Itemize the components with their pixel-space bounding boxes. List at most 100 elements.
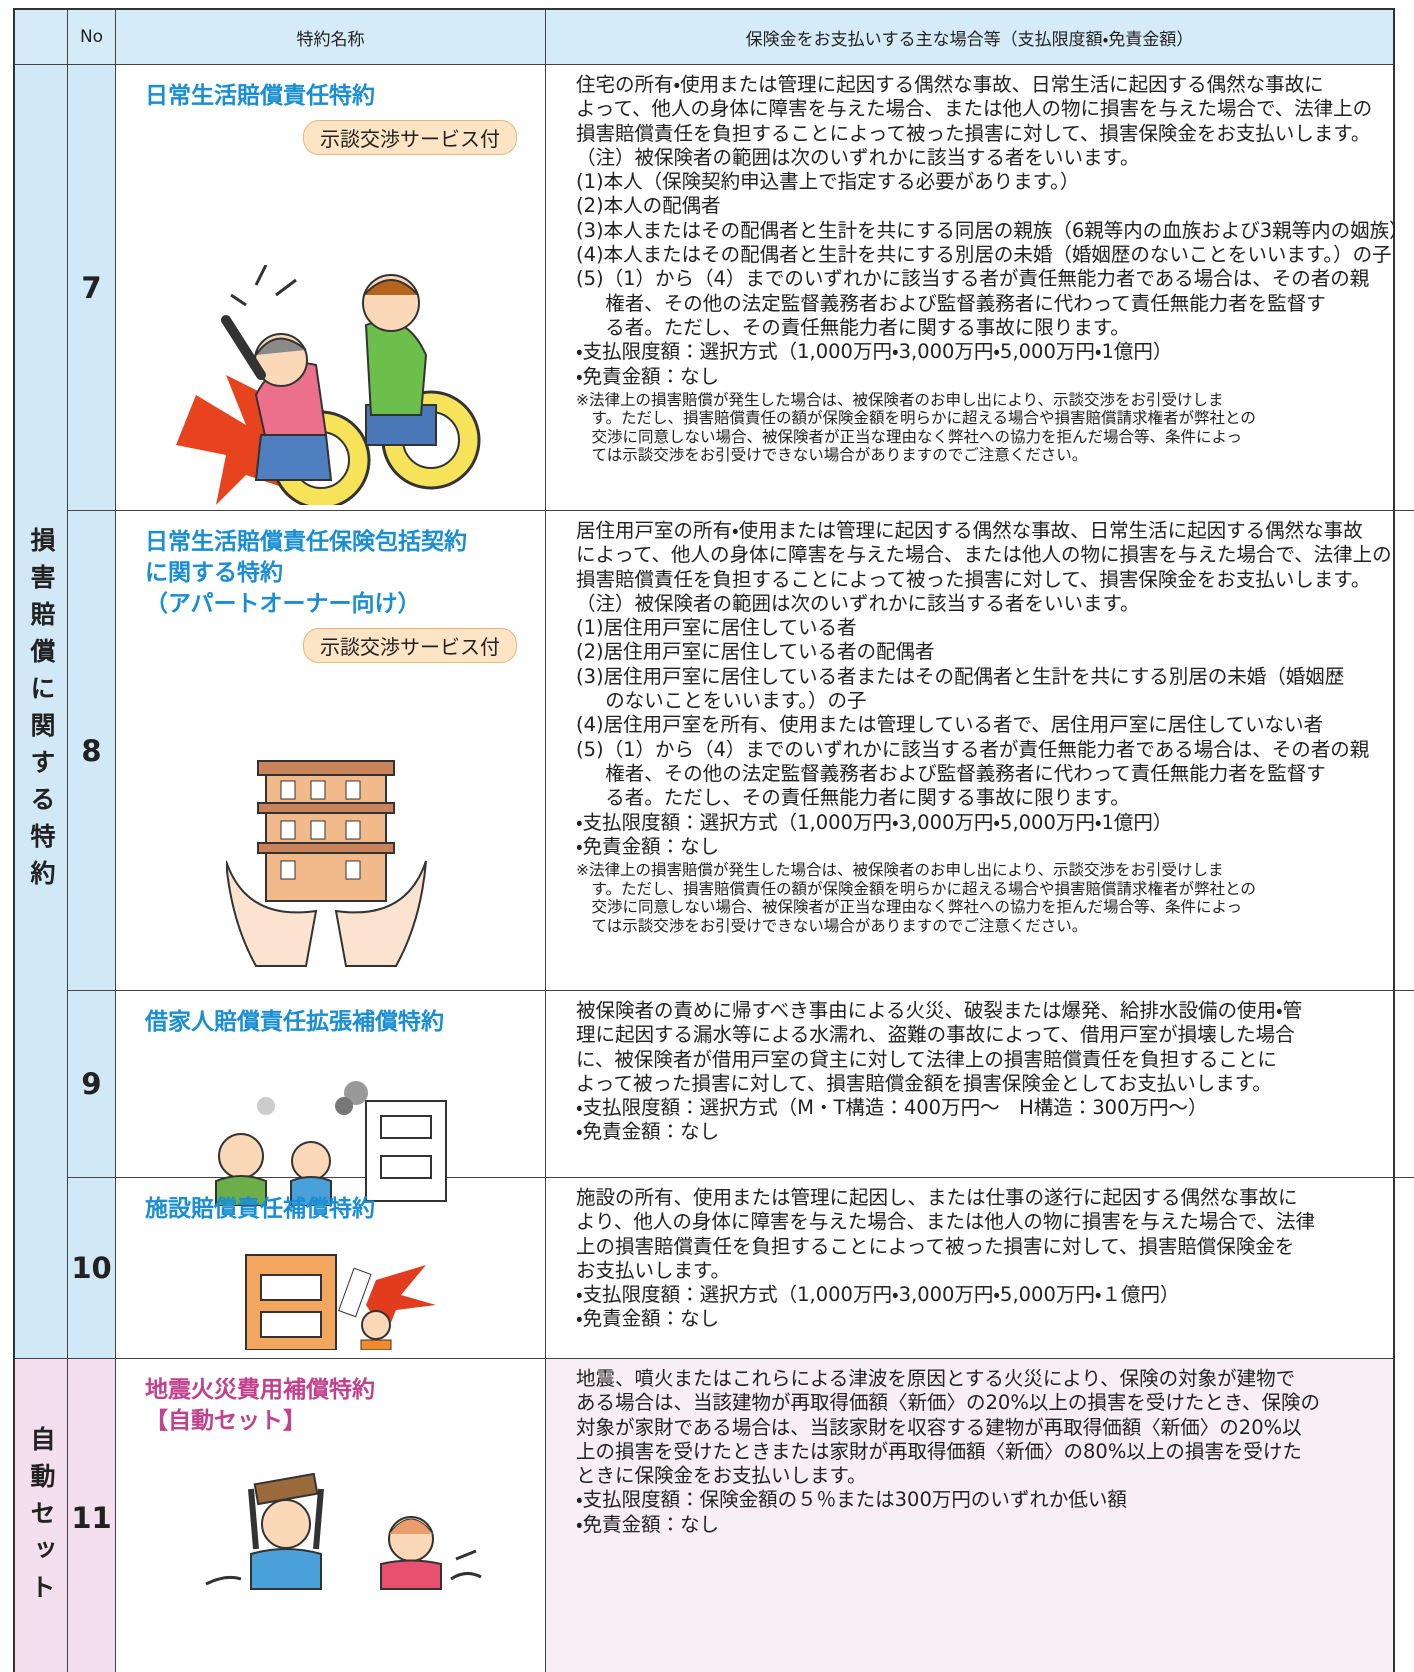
item-line: 権者、その他の法定監督義務者および監督義務者に代わって責任無能力者を監督す: [605, 291, 1326, 315]
description-line: 地震、噴火またはこれらによる津波を原因とする火災により、保険の対象が建物で: [576, 1367, 1296, 1390]
illustration-part: [364, 320, 428, 416]
description-line: 上の損害賠償責任を負担することによって被った損害に対して、損害賠償保険金を: [576, 1234, 1295, 1258]
group: 自動セット 11 地震火災費用補償特約 【自動セット】 地震、噴火またはこれらによる津…: [15, 1359, 1393, 1672]
row-number: 9: [68, 991, 116, 1177]
illustration-part: [361, 1310, 391, 1340]
rider-name-cell: 借家人賠償責任拡張補償特約: [116, 991, 546, 1206]
illustration-part: [254, 434, 333, 481]
item-line: (2)本人の配偶者: [576, 194, 721, 218]
illustration-part: [388, 1518, 434, 1535]
illustration-part: [363, 279, 419, 296]
description-line: より、他人の身体に障害を与えた場合、または他人の物に損害を与えた場合で、法律: [576, 1210, 1316, 1234]
description-item: (1)居住用戸室に居住している者: [576, 616, 1409, 640]
item-line: (1)本人（保険契約申込書上で指定する必要があります。）: [576, 170, 1080, 194]
illustration-part: [310, 820, 326, 840]
header-cell: 特約名称: [116, 10, 546, 64]
description-line: よって被った損害に対して、損害賠償金額を損害保険金としてお支払いします。: [576, 1071, 1272, 1095]
description-line: ときに保険金をお支払いします。: [576, 1464, 867, 1488]
description-item: ・免責金額：なし: [576, 835, 1409, 859]
illustration-part: [255, 337, 307, 356]
badge-wrap: 示談交渉サービス付: [145, 628, 545, 663]
rider-name: （アパートオーナー向け）: [145, 591, 421, 617]
description-line: 損害賠償責任を負担することによって被った損害に対して、損害保険金をお支払いします…: [576, 121, 1371, 145]
description-line: よって、他人の身体に障害を与えた場合、または他人の物に損害を与えた場合で、法律上…: [576, 97, 1373, 121]
description-cell: 被保険者の責めに帰すべき事由による火災、破裂または爆発、給排水設備の使用・管 理に…: [546, 991, 1414, 1177]
description-item: ・支払限度額：選択方式（M・T構造：400万円〜 H構造：300万円〜）: [576, 1096, 1409, 1120]
illustration-part: [290, 1176, 332, 1206]
description-cell: 住宅の所有・使用または管理に起因する偶然な事故、日常生活に起因する偶然な事故によ…: [546, 65, 1414, 510]
description-item: (3)居住用戸室に居住している者またはその配偶者と生計を共にする別居の未婚（婚姻…: [576, 665, 1409, 714]
illustration: [226, 760, 427, 967]
illustration-part: [360, 1339, 392, 1350]
rider-name: 【自動セット】: [145, 1408, 306, 1434]
illustration-part: [280, 820, 296, 840]
item-line: ・免責金額：なし: [576, 1307, 720, 1331]
item-line: ・支払限度額：選択方式（1,000万円・3,000万円・5,000万円・１億円）: [576, 1283, 1180, 1307]
note: ※法律上の損害賠償が発生した場合は、被保険者のお申し出により、示談交渉をお引受け…: [576, 391, 1409, 465]
note-line: す。ただし、損害賠償責任の額が保険金額を明らかに超える場合や損害賠償請求権者が弊…: [591, 409, 1256, 428]
rider-name: 施設賠償責任補償特約: [145, 1196, 375, 1222]
item-line: ・免責金額：なし: [576, 364, 720, 388]
illustration-part: [380, 1559, 442, 1590]
description-line: 上の損害を受けたときまたは家財が再取得価額〈新価〉の80%以上の損害を受けた: [576, 1439, 1302, 1463]
row-number: 11: [68, 1359, 116, 1672]
row-number: 10: [68, 1178, 116, 1358]
illustration-part: [280, 860, 296, 880]
service-badge: 示談交渉サービス付: [303, 120, 517, 155]
illustration-part: [221, 315, 266, 380]
table-row: 11 地震火災費用補償特約 【自動セット】 地震、噴火またはこれらによる津波を原因と…: [68, 1359, 1393, 1672]
note-line: ては示談交渉をお引受けできない場合がありますのでご注意ください。: [591, 916, 1088, 935]
illustration: [176, 265, 481, 505]
table-row: 9 借家人賠償責任拡張補償特約 被保険者の責めに帰すべき事由による火災、破裂または…: [68, 991, 1414, 1206]
description-line: 損害賠償責任を負担することによって被った損害に対して、損害保険金をお支払いします…: [576, 567, 1371, 591]
description-item: ・支払限度額：保険金額の５％または300万円のいずれか低い額: [576, 1488, 1383, 1512]
description-line: に、被保険者が借用戸室の貸主に対して法律上の損害賠償責任を負担することに: [576, 1047, 1277, 1071]
note-line: 交渉に同意しない場合、被保険者が正当な理由なく弊社への協力を拒んだ場合等、条件に…: [591, 427, 1243, 446]
item-line: る者。ただし、その責任無能力者に関する事故に限ります。: [605, 315, 1130, 339]
table: No 特約名称 保険金をお支払いする主な場合等（支払限度額・免責金額） 損害賠償…: [13, 8, 1414, 1672]
illustration-part: [257, 842, 395, 854]
item-line: （注）被保険者の範囲は次のいずれかに該当する者をいいます。: [576, 145, 1140, 169]
illustration-part: [257, 802, 395, 814]
note-line: す。ただし、損害賠償責任の額が保険金額を明らかに超える場合や損害賠償請求権者が弊…: [591, 879, 1256, 898]
description-item: ・支払限度額：選択方式（1,000万円・3,000万円・5,000万円・1億円）: [576, 811, 1409, 835]
illustration-part: [380, 1155, 432, 1179]
item-line: ・免責金額：なし: [576, 1120, 720, 1144]
note-line: ※法律上の損害賠償が発生した場合は、被保険者のお申し出により、示談交渉をお引受け…: [576, 861, 1224, 880]
description-line: 居住用戸室の所有・使用または管理に起因する偶然な事故、日常生活に起因する偶然な事…: [576, 519, 1363, 542]
group-rows: 11 地震火災費用補償特約 【自動セット】 地震、噴火またはこれらによる津波を原因と…: [68, 1359, 1393, 1672]
illustration-part: [338, 1267, 372, 1318]
table-row: 10 施設賠償責任補償特約 施設の所有、使用または管理に起因し、または仕事の遂行に…: [68, 1178, 1414, 1358]
illustration-part: [344, 1081, 368, 1105]
rider-name-cell: 日常生活賠償責任保険包括契約 に関する特約 （アパートオーナー向け） 示談交渉サービス…: [116, 511, 546, 990]
note-line: ※法律上の損害賠償が発生した場合は、被保険者のお申し出により、示談交渉をお引受け…: [576, 390, 1224, 409]
note-line: 交渉に同意しない場合、被保険者が正当な理由なく弊社への協力を拒んだ場合等、条件に…: [591, 898, 1243, 917]
description-item: （注）被保険者の範囲は次のいずれかに該当する者をいいます。: [576, 592, 1409, 616]
description-line: ある場合は、当該建物が再取得価額〈新価〉の20%以上の損害を受けたとき、保険の: [576, 1391, 1320, 1415]
note-line: ては示談交渉をお引受けできない場合がありますのでご注意ください。: [591, 446, 1088, 465]
illustration-part: [257, 760, 395, 776]
description-item: ・免責金額：なし: [576, 1120, 1409, 1144]
badge-wrap: 示談交渉サービス付: [145, 120, 545, 155]
item-line: ・支払限度額：選択方式（1,000万円・3,000万円・5,000万円・1億円）: [576, 340, 1173, 364]
description-cell: 地震、噴火またはこれらによる津波を原因とする火災により、保険の対象が建物で ある場…: [546, 1359, 1393, 1672]
description-item: (3)本人またはその配偶者と生計を共にする同居の親族（6親等内の血族および3親等…: [576, 219, 1409, 243]
description-item: (4)居住用戸室を所有、使用または管理している者で、居住用戸室に居住していない者: [576, 713, 1409, 737]
description-item: （注）被保険者の範囲は次のいずれかに該当する者をいいます。: [576, 146, 1409, 170]
item-line: ・免責金額：なし: [576, 834, 720, 858]
description-item: (5)（1）から（4）までのいずれかに該当する者が責任無能力者である場合は、その…: [576, 267, 1409, 340]
description-line: 理に起因する漏水等による水濡れ、盗難の事故によって、借用戸室が損壊した場合: [576, 1023, 1295, 1047]
group-label: 損害賠償に関する特約: [15, 65, 68, 1358]
illustration-part: [230, 265, 297, 307]
illustration-part: [345, 820, 361, 840]
illustration: [205, 1472, 482, 1590]
description-line: 対象が家財である場合は、当該家財を収容する建物が再取得価額〈新価〉の20%以: [576, 1415, 1302, 1439]
description-line: 被保険者の責めに帰すべき事由による火災、破裂または爆発、給排水設備の使用・管: [576, 999, 1303, 1022]
description-item: ・支払限度額：選択方式（1,000万円・3,000万円・5,000万円・1億円）: [576, 340, 1409, 364]
illustration-part: [345, 860, 361, 880]
item-line: (3)本人またはその配偶者と生計を共にする同居の親族（6親等内の血族および3親等…: [576, 218, 1409, 242]
item-line: 権者、その他の法定監督義務者および監督義務者に代わって責任無能力者を監督す: [605, 761, 1326, 785]
item-line: ・支払限度額：選択方式（M・T構造：400万円〜 H構造：300万円〜）: [576, 1096, 1208, 1120]
item-line: (2)居住用戸室に居住している者の配偶者: [576, 640, 935, 664]
